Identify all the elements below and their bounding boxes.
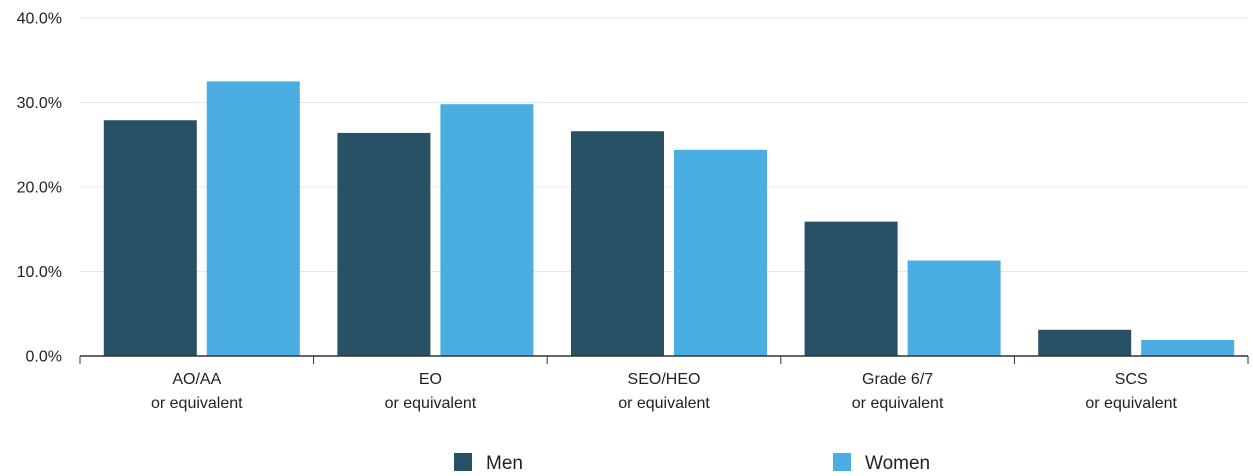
y-tick-label: 10.0% bbox=[17, 264, 62, 281]
bars bbox=[103, 81, 1235, 357]
y-axis-tick-labels: 0.0% 10.0% 20.0% 30.0% 40.0% bbox=[17, 11, 62, 366]
y-tick-label: 30.0% bbox=[17, 95, 62, 112]
bar-women bbox=[674, 149, 767, 356]
x-axis bbox=[79, 355, 1249, 364]
y-tick-label: 20.0% bbox=[17, 180, 62, 197]
x-tick-label: Grade 6/7 or equivalent bbox=[852, 371, 944, 412]
x-tick-label: AO/AA or equivalent bbox=[151, 371, 243, 412]
bar-men bbox=[571, 131, 664, 356]
bar-men bbox=[804, 221, 898, 356]
legend-label-men: Men bbox=[486, 453, 523, 474]
x-tick-label: SCS or equivalent bbox=[1085, 371, 1177, 412]
y-tick-label: 40.0% bbox=[17, 11, 62, 28]
bar-women bbox=[440, 104, 534, 356]
y-tick-label: 0.0% bbox=[26, 349, 62, 366]
bar-women bbox=[206, 81, 300, 356]
bar-men bbox=[103, 120, 197, 357]
legend: Men Women bbox=[454, 453, 930, 474]
bar-men bbox=[337, 132, 431, 356]
bar-men bbox=[1038, 329, 1132, 356]
bar-women bbox=[907, 260, 1001, 356]
legend-swatch-women bbox=[833, 453, 851, 471]
x-tick-label: EO or equivalent bbox=[385, 371, 477, 412]
legend-swatch-men bbox=[454, 453, 472, 471]
bar-women bbox=[1141, 339, 1235, 356]
legend-label-women: Women bbox=[865, 453, 930, 474]
x-tick-label: SEO/HEO or equivalent bbox=[618, 371, 710, 412]
x-axis-tick-labels: AO/AA or equivalent EO or equivalent SEO/HEO… bbox=[151, 371, 1178, 412]
